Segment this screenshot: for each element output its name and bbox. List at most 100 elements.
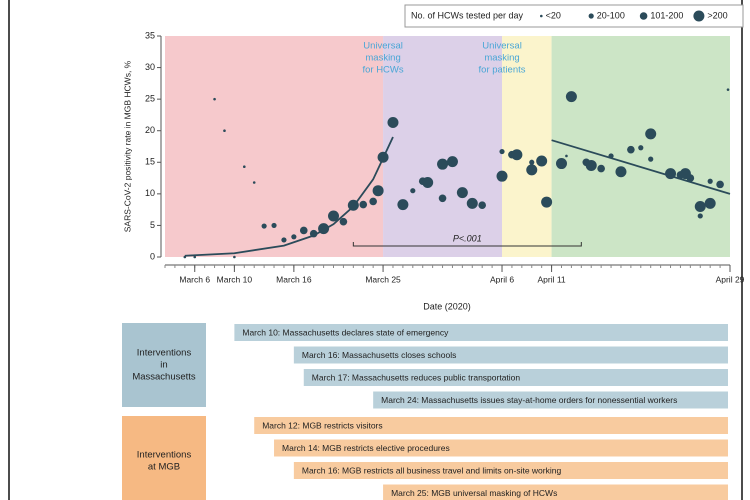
data-point [318,223,330,235]
group-label: Interventions [137,450,192,461]
p-value-label: P<.001 [453,233,482,243]
data-point [597,164,605,173]
intervention-label: March 12: MGB restricts visitors [262,420,382,430]
data-point [565,91,577,103]
data-point [422,176,434,188]
intervention-bar [274,439,728,457]
trend-line [551,139,731,195]
x-tick-label: March 10 [217,274,253,284]
data-point [526,164,538,176]
data-point [679,168,691,180]
y-tick-label: 35 [145,30,155,40]
data-point [638,145,644,151]
legend-box [404,4,744,28]
data-point [387,117,399,129]
data-point [697,213,703,219]
legend-marker [588,13,594,19]
data-point [694,200,706,212]
data-point [223,129,226,133]
data-point [438,194,447,203]
intervention-label: March 17: Massachusetts reduces public t… [312,372,521,382]
legend-label: >200 [707,10,727,20]
data-point [529,159,535,165]
data-point [585,159,597,171]
intervention-bar [254,417,729,434]
data-point [328,210,340,222]
data-point [372,185,384,197]
period-label: masking [365,53,400,64]
intervention-label: March 10: Massachusetts declares state o… [242,327,449,337]
data-point [499,148,505,155]
x-tick-label: March 6 [179,274,210,284]
data-point [704,197,716,209]
intervention-bar [293,462,728,479]
x-tick-label: March 25 [365,274,401,284]
intervention-bar [373,391,728,409]
x-tick-label: March 16 [276,274,312,284]
period-label: masking [484,53,519,64]
legend-label: 20-100 [597,10,625,20]
y-tick-label: 0 [150,251,155,261]
group-box [122,323,206,407]
data-point [369,197,377,206]
data-point [193,255,197,259]
data-point [339,217,348,226]
y-tick-label: 25 [145,94,155,104]
legend-label: 101-200 [650,10,683,20]
data-point [648,156,654,162]
data-point [726,88,730,91]
data-point [299,226,308,235]
data-point [213,97,216,101]
data-point [665,168,677,180]
y-tick-label: 10 [145,188,155,198]
legend-marker [540,14,543,18]
data-point [645,128,657,140]
data-point [478,201,486,210]
intervention-label: March 24: Massachusetts issues stay-at-h… [381,395,677,405]
data-point [309,229,318,238]
intervention-bar [303,369,728,386]
data-point [261,223,267,229]
intervention-bar [234,324,728,341]
intervention-label: March 14: MGB restricts elective procedu… [282,443,450,453]
group-box [122,416,206,500]
data-point [242,165,246,169]
data-point [446,156,458,168]
x-tick-label: April 6 [490,274,514,284]
intervention-bar [293,346,728,364]
data-point [252,181,256,184]
period-label: for HCWs [362,65,403,76]
data-point [716,180,724,189]
legend-label: <20 [546,10,561,20]
data-point [456,187,468,199]
data-point [397,199,409,211]
data-point [359,200,368,209]
intervention-label: March 16: Massachusetts closes schools [302,350,456,360]
legend-title: No. of HCWs tested per day [411,10,524,20]
data-point [627,145,635,154]
data-point [536,155,548,167]
period-label: Universal [363,41,403,52]
data-point [271,222,277,229]
y-tick-label: 15 [145,157,155,167]
intervention-label: March 25: MGB universal masking of HCWs [391,488,557,498]
legend-marker [639,12,648,20]
y-tick-label: 20 [145,125,155,135]
data-point [555,158,567,170]
shaded-period [383,36,503,257]
group-label: Massachusetts [132,372,196,383]
data-point [608,153,614,159]
intervention-label: March 16: MGB restricts all business tra… [302,465,562,475]
y-tick-label: 30 [145,62,155,72]
data-point [281,237,287,243]
data-point [615,166,627,178]
data-point [410,188,416,194]
data-point [183,255,187,259]
data-point [291,234,297,240]
data-point [233,255,236,259]
data-point [377,151,389,163]
data-point [541,196,553,208]
intervention-bar [383,484,728,500]
period-label: Universal [482,41,522,52]
